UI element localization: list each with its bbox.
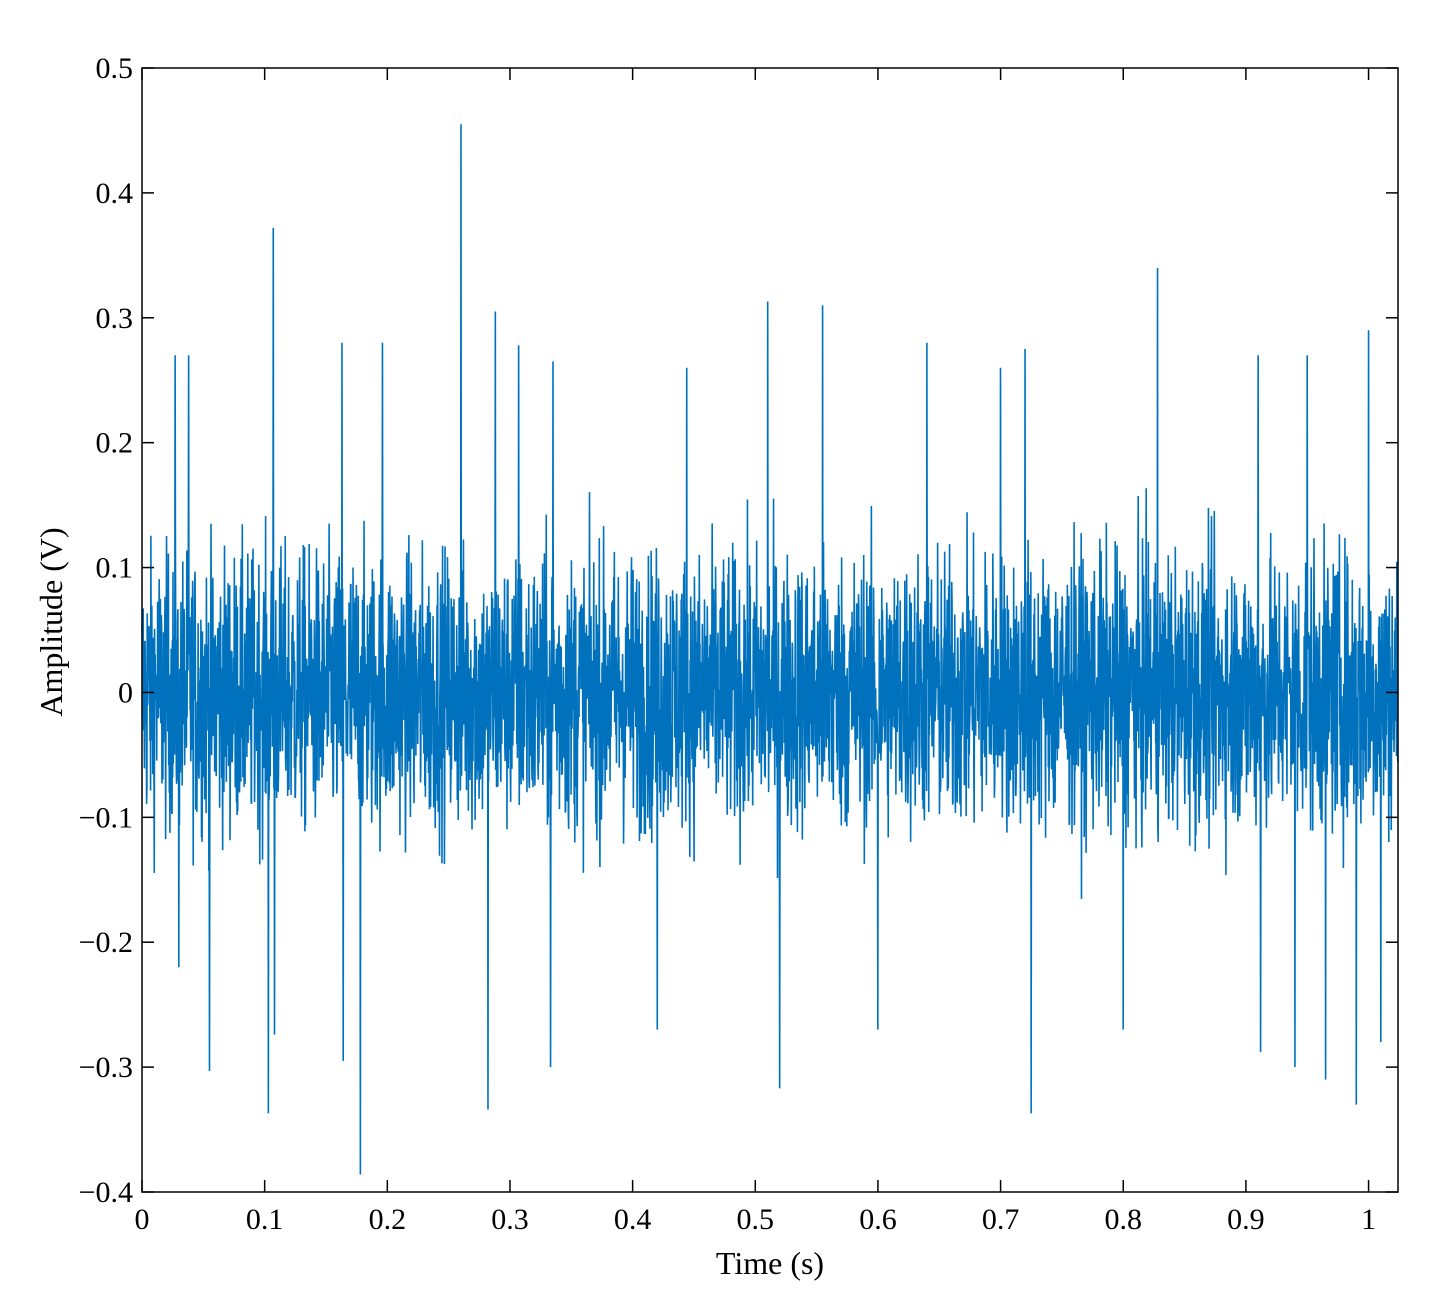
y-tick-label: −0.2 <box>79 926 133 959</box>
x-tick-label: 0.6 <box>859 1203 897 1236</box>
x-tick-label: 1 <box>1361 1203 1376 1236</box>
y-tick-label: −0.3 <box>79 1051 133 1084</box>
y-tick-label: 0.2 <box>96 427 134 460</box>
series-line <box>141 124 1399 1175</box>
series-layer <box>141 124 1399 1175</box>
x-tick-label: 0.3 <box>491 1203 529 1236</box>
y-tick-label: 0.3 <box>96 302 134 335</box>
x-tick-label: 0 <box>135 1203 150 1236</box>
y-axis: −0.4 −0.3 −0.2 −0.1 0 0.1 0.2 0.3 0.4 0.5 <box>79 52 1398 1209</box>
x-tick-label: 0.9 <box>1227 1203 1265 1236</box>
x-tick-label: 0.1 <box>246 1203 284 1236</box>
y-tick-label: 0 <box>118 676 133 709</box>
axes-box <box>141 67 1399 1193</box>
x-axis: 0 0.1 0.2 0.3 0.4 0.5 0.6 0.7 0.8 0.9 1 <box>135 68 1376 1236</box>
y-axis-label: Amplitude (V) <box>33 527 69 716</box>
y-tick-label: 0.5 <box>96 52 134 85</box>
x-tick-label: 0.5 <box>737 1203 775 1236</box>
x-tick-label: 0.2 <box>369 1203 407 1236</box>
y-tick-label: 0.1 <box>96 552 134 585</box>
x-tick-label: 0.8 <box>1105 1203 1143 1236</box>
x-axis-label: Time (s) <box>716 1245 824 1281</box>
y-tick-label: 0.4 <box>96 177 134 210</box>
x-tick-label: 0.7 <box>982 1203 1020 1236</box>
x-tick-label: 0.4 <box>614 1203 652 1236</box>
y-tick-label: −0.1 <box>79 801 133 834</box>
y-tick-label: −0.4 <box>79 1176 133 1209</box>
